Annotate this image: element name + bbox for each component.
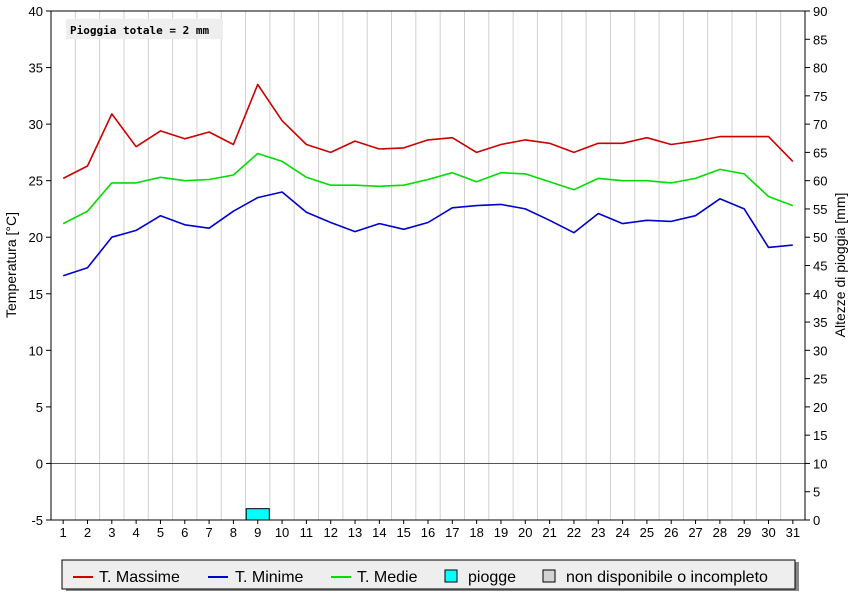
x-tick-label: 11 (300, 525, 314, 540)
legend-label-min: T. Minime (235, 569, 304, 586)
x-tick-label: 24 (615, 525, 629, 540)
y2-tick-label: 40 (813, 287, 827, 302)
x-tick-label: 16 (421, 525, 435, 540)
y2-tick-label: 5 (813, 485, 820, 500)
x-tick-label: 30 (761, 525, 775, 540)
x-tick-label: 20 (518, 525, 532, 540)
y-tick-label: 40 (29, 4, 43, 19)
y-tick-label: 0 (36, 456, 43, 471)
x-tick-label: 27 (688, 525, 702, 540)
y2-tick-label: 85 (813, 32, 827, 47)
legend-box (61, 559, 796, 590)
series-line-t-minime (62, 191, 793, 277)
legend-swatch-rain (444, 569, 458, 583)
legend-label-rain: piogge (468, 569, 516, 586)
y2-tick-label: 55 (813, 202, 827, 217)
x-tick-label: 12 (323, 525, 337, 540)
y2-tick-label: 60 (813, 174, 827, 189)
x-tick-label: 3 (108, 525, 115, 540)
y2-tick-label: 25 (813, 372, 827, 387)
y2-tick-label: 45 (813, 259, 827, 274)
y2-tick-label: 75 (813, 89, 827, 104)
rain-bar (245, 508, 270, 521)
y2-tick-label: 0 (813, 513, 820, 528)
x-tick-label: 31 (786, 525, 800, 540)
y-tick-label: 10 (29, 343, 43, 358)
x-tick-label: 2 (84, 525, 91, 540)
x-tick-label: 14 (372, 525, 386, 540)
legend-label-mean: T. Medie (357, 569, 418, 586)
plot-area (51, 11, 805, 520)
legend-label-na: non disponibile o incompleto (566, 569, 768, 586)
y2-tick-label: 30 (813, 343, 827, 358)
y2-tick-label: 10 (813, 456, 827, 471)
legend-label-max: T. Massime (99, 569, 180, 586)
x-tick-label: 17 (445, 525, 459, 540)
x-tick-label: 4 (133, 525, 140, 540)
y-tick-label: 20 (29, 230, 43, 245)
x-tick-label: 29 (737, 525, 751, 540)
x-tick-label: 10 (275, 525, 289, 540)
x-tick-label: 28 (713, 525, 727, 540)
y2-tick-label: 50 (813, 230, 827, 245)
x-tick-label: 5 (157, 525, 164, 540)
y2-tick-label: 65 (813, 145, 827, 160)
y2-tick-label: 70 (813, 117, 827, 132)
x-tick-label: 18 (469, 525, 483, 540)
y2-tick-label: 20 (813, 400, 827, 415)
x-tick-label: 19 (494, 525, 508, 540)
x-tick-label: 15 (396, 525, 410, 540)
rain-total-annotation: Pioggia totale = 2 mm (66, 19, 223, 39)
axes: -505101520253035400510152025303540455055… (29, 4, 828, 540)
annotation-text: Pioggia totale = 2 mm (70, 24, 209, 37)
y-axis-label: Temperatura [°C] (3, 212, 19, 318)
x-tick-label: 6 (181, 525, 188, 540)
legend-swatch-na (542, 569, 556, 583)
y-tick-label: 30 (29, 117, 43, 132)
annotation-box (66, 19, 223, 39)
x-tick-label: 21 (542, 525, 556, 540)
x-tick-label: 1 (60, 525, 67, 540)
x-tick-label: 22 (567, 525, 581, 540)
series-lines (62, 83, 794, 277)
x-tick-label: 23 (591, 525, 605, 540)
x-tick-label: 9 (254, 525, 261, 540)
y2-tick-label: 90 (813, 4, 827, 19)
y-tick-label: 15 (29, 287, 43, 302)
y2-tick-label: 80 (813, 61, 827, 76)
y2-axis-label: Altezze di pioggia [mm] (832, 193, 848, 338)
y2-tick-label: 35 (813, 315, 827, 330)
x-tick-label: 26 (664, 525, 678, 540)
rain-bars (245, 508, 270, 521)
series-line-t-medie (62, 152, 794, 225)
x-tick-label: 7 (205, 525, 212, 540)
y2-tick-label: 15 (813, 428, 827, 443)
legend: T. Massime T. Minime T. Medie piogge non… (61, 559, 799, 591)
x-tick-label: 25 (640, 525, 654, 540)
grid-lines (74, 11, 782, 520)
x-tick-label: 8 (230, 525, 237, 540)
x-tick-label: 13 (348, 525, 362, 540)
y-tick-label: 25 (29, 174, 43, 189)
y-tick-label: 35 (29, 61, 43, 76)
series-line-t-massime (62, 83, 794, 180)
y-tick-label: -5 (31, 513, 43, 528)
y-tick-label: 5 (36, 400, 43, 415)
